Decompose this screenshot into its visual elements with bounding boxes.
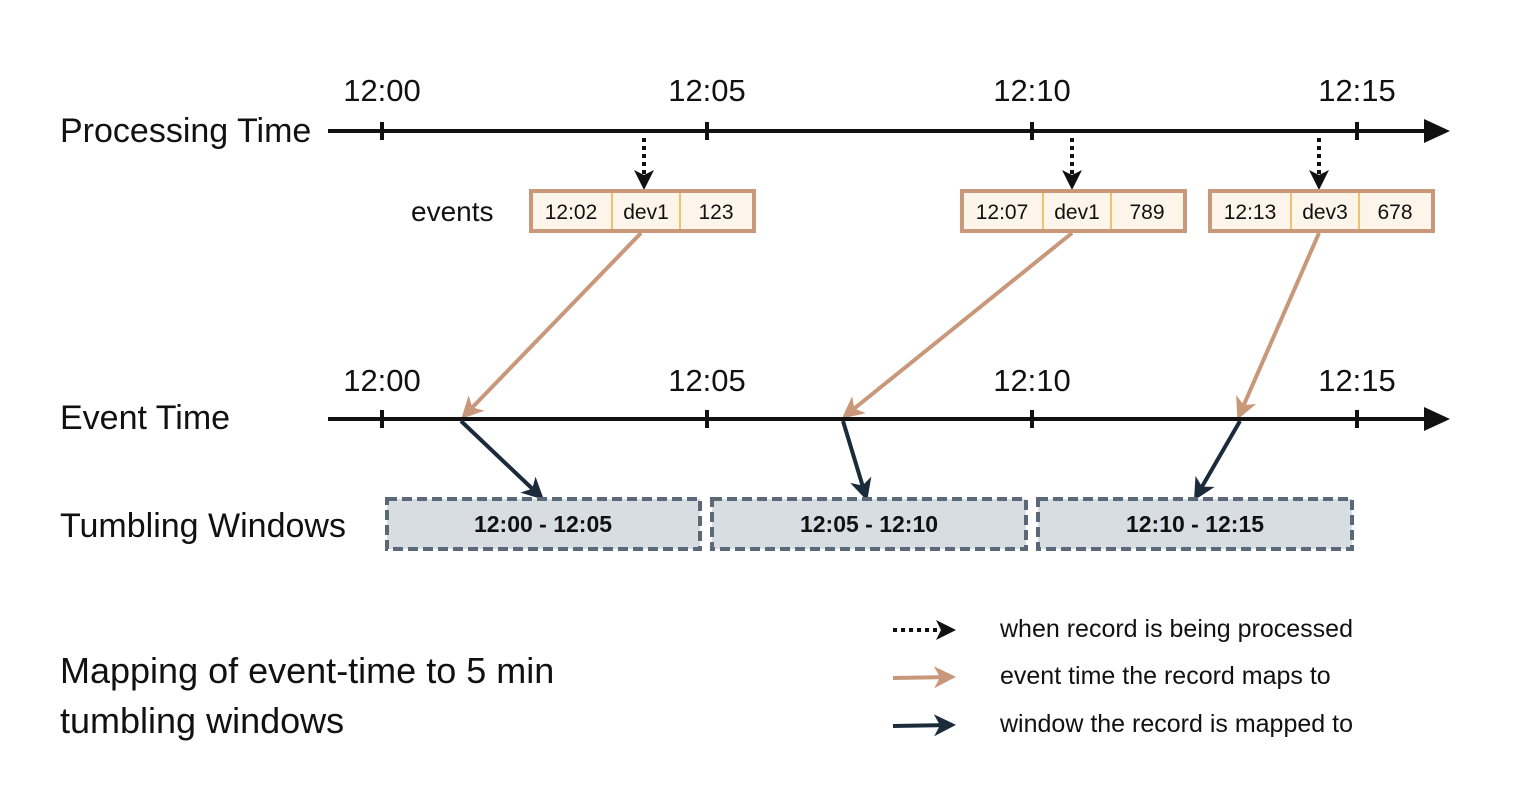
legend-label: event time the record maps to (1000, 662, 1331, 690)
event-cell-time: 12:13 (1224, 201, 1277, 224)
event-cell-value: 789 (1129, 201, 1164, 224)
window-box: 12:10 - 12:15 (1036, 497, 1354, 551)
axis-arrowhead-icon (1424, 119, 1450, 143)
processing-time-label: Processing Time (60, 112, 311, 150)
event-cell-device: dev1 (623, 201, 669, 224)
pt-tick-label: 12:05 (668, 73, 746, 108)
et-tick-label: 12:10 (993, 363, 1071, 398)
event-record: 12:02 dev1 123 (529, 189, 756, 233)
window-label: 12:00 - 12:05 (474, 511, 612, 537)
event-cell-time: 12:02 (545, 201, 598, 224)
legend-tan-arrow-icon (892, 666, 956, 689)
caption-line-1: Mapping of event-time to 5 min (60, 650, 554, 691)
event-cell-device: dev3 (1302, 201, 1348, 224)
event-time-arrow (461, 231, 643, 419)
et-tick-label: 12:15 (1318, 363, 1396, 398)
event-cell-device: dev1 (1054, 201, 1100, 224)
legend: when record is being processed event tim… (892, 615, 1353, 738)
event-cell-value: 123 (698, 201, 733, 224)
window-arrow (1193, 419, 1242, 501)
window-arrow (459, 419, 544, 500)
et-tick-label: 12:05 (668, 363, 746, 398)
event-time-label: Event Time (60, 399, 230, 437)
event-time-arrow (841, 231, 1074, 419)
processing-time-axis (328, 119, 1450, 143)
legend-navy-arrow-icon (892, 714, 956, 737)
axis-arrowhead-icon (1424, 407, 1450, 431)
et-tick-label: 12:00 (343, 363, 421, 398)
legend-label: window the record is mapped to (999, 710, 1353, 738)
event-time-arrow (1236, 232, 1321, 420)
event-record: 12:13 dev3 678 (1208, 189, 1435, 233)
window-arrow (841, 420, 872, 501)
pt-tick-label: 12:00 (343, 73, 421, 108)
event-cell-value: 678 (1377, 201, 1412, 224)
caption-line-2: tumbling windows (60, 700, 344, 741)
legend-label: when record is being processed (999, 615, 1353, 643)
event-record: 12:07 dev1 789 (960, 189, 1187, 233)
pt-tick-label: 12:10 (993, 73, 1071, 108)
window-box: 12:05 - 12:10 (710, 497, 1028, 551)
tumbling-windows-label: Tumbling Windows (60, 507, 346, 545)
window-box: 12:00 - 12:05 (385, 497, 702, 551)
events-label: events (411, 196, 494, 227)
window-label: 12:10 - 12:15 (1126, 511, 1264, 537)
pt-tick-label: 12:15 (1318, 73, 1396, 108)
event-time-axis (328, 407, 1450, 431)
window-label: 12:05 - 12:10 (800, 511, 938, 537)
event-cell-time: 12:07 (976, 201, 1029, 224)
